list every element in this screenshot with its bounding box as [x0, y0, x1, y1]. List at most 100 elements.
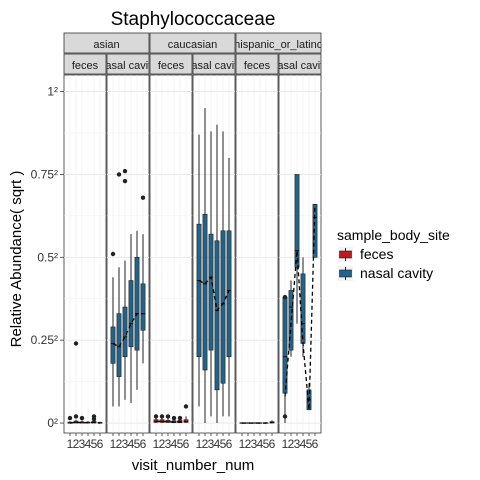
x-tick-label: 6	[183, 437, 190, 451]
panel	[278, 74, 322, 434]
box	[220, 230, 226, 384]
outlier-point	[183, 404, 189, 409]
box	[288, 290, 294, 351]
strip-site	[149, 53, 193, 75]
outlier-point	[140, 195, 146, 200]
x-tick-label: 3	[294, 437, 301, 451]
strip-site	[192, 53, 236, 75]
box	[140, 283, 146, 331]
x-tick-label: 1	[196, 437, 203, 451]
x-tick-label: 5	[91, 437, 98, 451]
y-tick-label: 1²	[47, 85, 58, 99]
x-tick-label: 4	[171, 437, 178, 451]
box	[128, 280, 134, 348]
box	[300, 273, 306, 344]
outlier-point	[171, 415, 177, 421]
x-tick-label: 6	[97, 437, 104, 451]
legend-label: nasal cavity	[360, 265, 433, 281]
outlier-point	[177, 415, 183, 421]
box	[122, 306, 128, 358]
x-tick-label: 4	[85, 437, 92, 451]
strip-site-label: feces	[72, 60, 99, 72]
x-tick-label: 1	[239, 437, 246, 451]
strip-site-label: nasal cavity	[99, 60, 157, 72]
strip-ethnicity-label: caucasian	[168, 39, 218, 51]
box	[208, 233, 214, 351]
strip-ethnicity	[235, 32, 322, 54]
outlier-point	[122, 168, 128, 174]
y-tick-label: 0.5²	[37, 250, 58, 264]
panel	[235, 74, 279, 434]
outlier-point	[73, 414, 79, 419]
x-tick-label: 1	[110, 437, 117, 451]
outlier-point	[79, 415, 85, 421]
x-tick-label: 4	[128, 437, 135, 451]
panel	[149, 74, 193, 434]
x-tick-label: 6	[226, 437, 233, 451]
box	[134, 257, 140, 351]
x-tick-label: 3	[208, 437, 215, 451]
outlier-point	[159, 414, 165, 419]
strip-ethnicity	[149, 32, 236, 54]
x-tick-label: 3	[122, 437, 129, 451]
trend-line	[284, 204, 316, 410]
x-tick-label: 1	[67, 437, 74, 451]
x-tick-label: 6	[140, 437, 147, 451]
trend-line	[69, 421, 101, 424]
outlier-point	[110, 251, 116, 257]
panel	[63, 74, 107, 434]
outlier-point	[73, 341, 79, 346]
x-tick-label: 1	[153, 437, 160, 451]
x-tick-label: 4	[214, 437, 221, 451]
chart-title: Staphylococcaceae	[111, 9, 276, 30]
box	[196, 223, 202, 358]
trend-line	[112, 313, 143, 348]
outlier-point	[91, 416, 97, 422]
strip-ethnicity	[63, 32, 150, 54]
x-tick-label: 5	[306, 437, 313, 451]
outlier-point	[282, 414, 288, 419]
x-tick-label: 6	[269, 437, 276, 451]
box	[110, 326, 116, 364]
facet-panels	[63, 74, 322, 434]
strip-site-label: nasal cavity	[271, 60, 329, 72]
x-tick-label: 2	[202, 437, 209, 451]
outlier-point	[153, 414, 159, 419]
box	[202, 213, 208, 371]
strip-site	[278, 53, 322, 75]
outlier-point	[165, 414, 171, 419]
strip-ethnicity-label: hispanic_or_latino	[234, 39, 323, 51]
x-tick-label: 3	[79, 437, 86, 451]
panel	[192, 74, 236, 434]
x-tick-label: 5	[263, 437, 270, 451]
strip-site-label: feces	[244, 60, 271, 72]
y-tick-label: 0.75²	[31, 167, 58, 181]
outlier-point	[122, 178, 128, 184]
y-tick-label: 0.25²	[31, 333, 58, 347]
x-tick-label: 4	[300, 437, 307, 451]
x-tick-label: 2	[73, 437, 80, 451]
strip-site	[106, 53, 150, 75]
strip-site	[63, 53, 107, 75]
legend-label: feces	[360, 246, 393, 262]
y-axis-label: Relative Abundance( sqrt )	[8, 171, 25, 348]
x-tick-label: 3	[251, 437, 258, 451]
y-axis: 0² 0.25² 0.5² 0.75² 1²	[31, 85, 64, 430]
outlier-point	[282, 294, 288, 300]
panel	[106, 74, 150, 434]
legend: sample_body_site feces nasal cavity	[337, 227, 450, 281]
x-tick-label: 5	[177, 437, 184, 451]
box	[116, 313, 122, 377]
x-tick-label: 5	[220, 437, 227, 451]
strip-site-label: nasal cavity	[185, 60, 243, 72]
outlier-point	[67, 415, 73, 421]
x-tick-label: 1	[282, 437, 289, 451]
x-tick-label: 4	[257, 437, 264, 451]
strip-site	[235, 53, 279, 75]
x-axis-label: visit_number_num	[132, 457, 255, 474]
y-tick-label: 0²	[47, 416, 58, 430]
x-tick-label: 2	[116, 437, 123, 451]
box	[312, 203, 318, 258]
x-tick-label: 2	[245, 437, 252, 451]
